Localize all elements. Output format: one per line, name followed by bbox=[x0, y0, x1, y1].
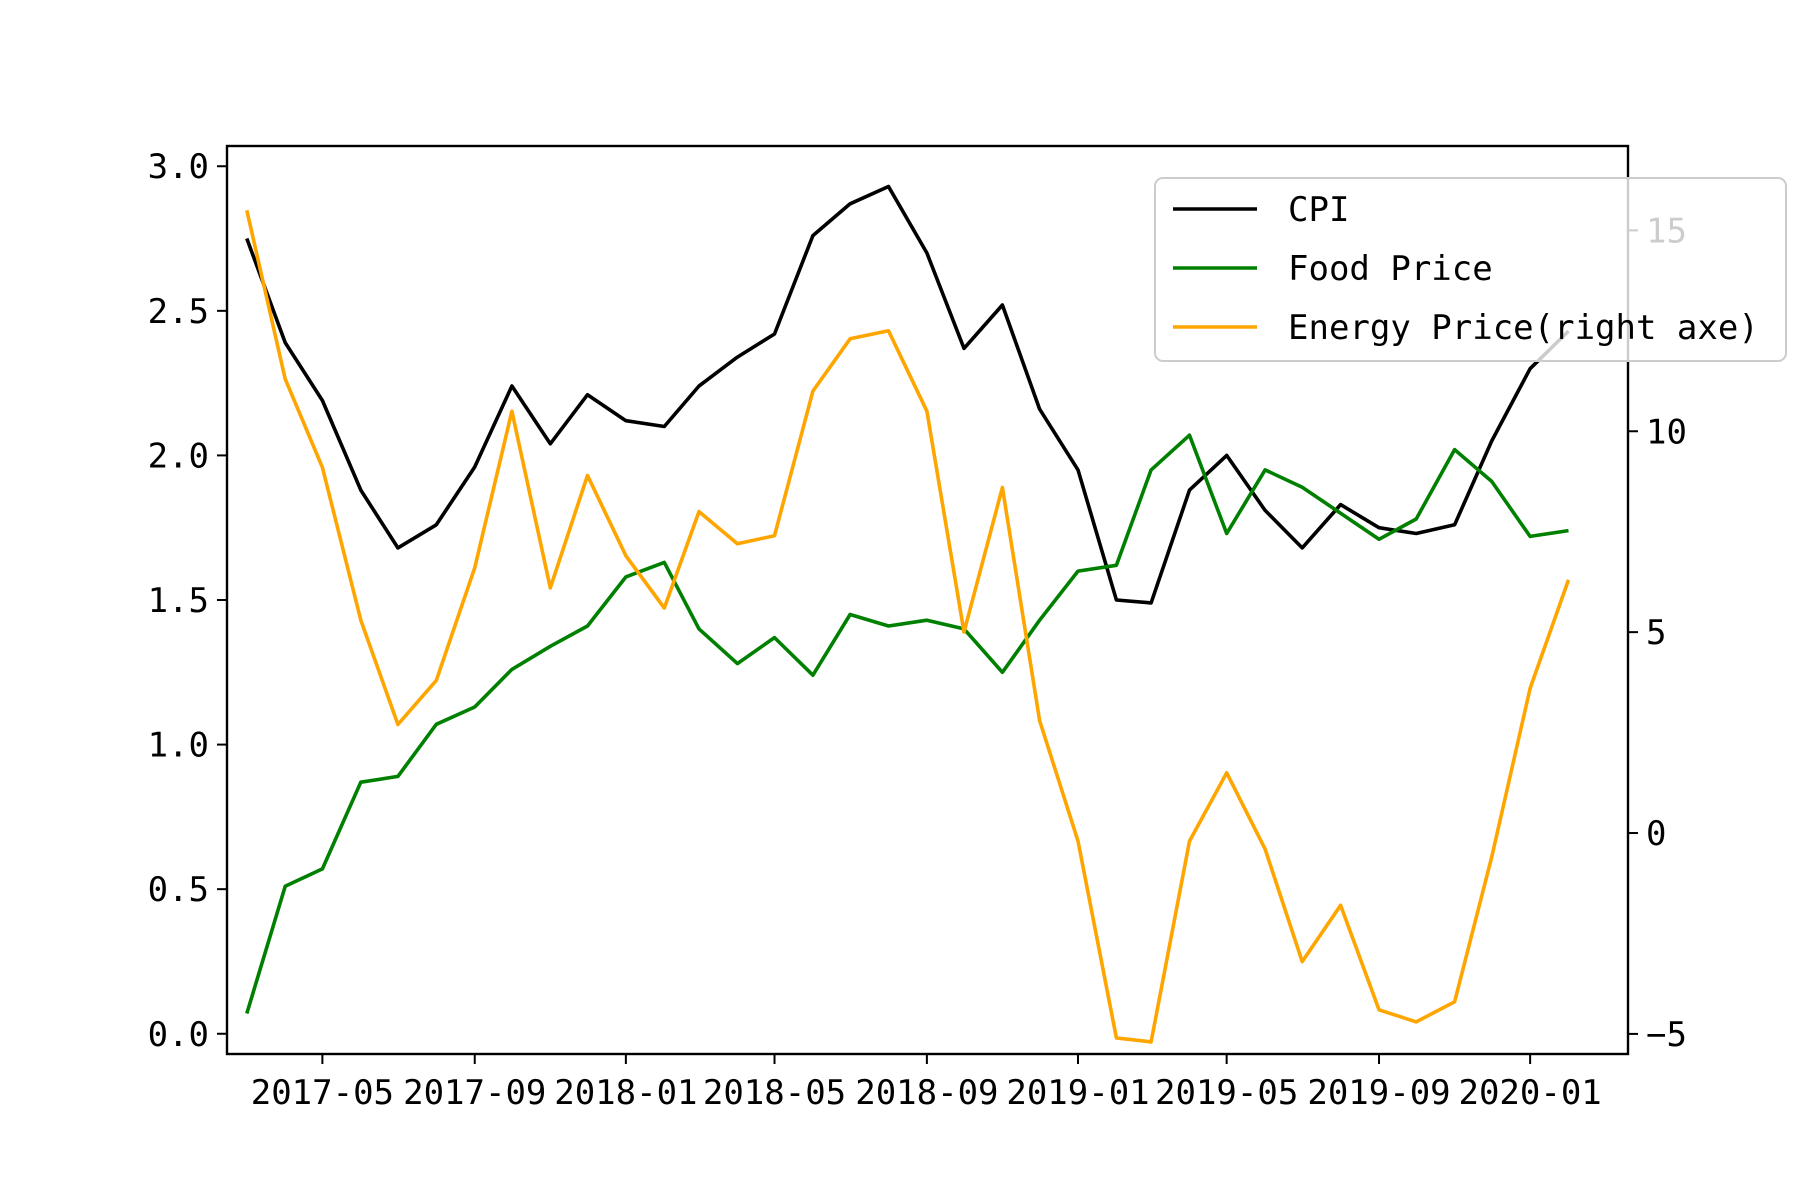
y-tick-label: 2.0 bbox=[148, 436, 209, 476]
x-tick-label: 2018-01 bbox=[554, 1073, 697, 1113]
legend: CPI Food Price Energy Price(right axe) bbox=[1154, 177, 1787, 362]
y-tick-label: 3.0 bbox=[148, 147, 209, 187]
y-tick-label: 0.0 bbox=[148, 1015, 209, 1055]
series-lines bbox=[245, 184, 1571, 1044]
legend-label-cpi: CPI bbox=[1288, 190, 1349, 230]
left-y-axis: 0.0 0.5 1.0 1.5 2.0 2.5 3.0 bbox=[148, 147, 227, 1055]
x-axis: 2017-05 2017-09 2018-01 2018-05 2018-09 2019-… bbox=[251, 1054, 1602, 1113]
y-tick-label: 1.0 bbox=[148, 726, 209, 766]
y2-tick-label: 10 bbox=[1646, 412, 1687, 452]
legend-label-food-price: Food Price bbox=[1288, 249, 1493, 289]
x-tick-label: 2019-09 bbox=[1307, 1073, 1450, 1113]
x-tick-label: 2020-01 bbox=[1458, 1073, 1601, 1113]
y-tick-label: 2.5 bbox=[148, 292, 209, 332]
y2-tick-label: 0 bbox=[1646, 814, 1666, 854]
y-tick-label: 0.5 bbox=[148, 870, 209, 910]
y-tick-label: 1.5 bbox=[148, 581, 209, 621]
x-tick-label: 2017-05 bbox=[251, 1073, 394, 1113]
legend-box bbox=[1154, 177, 1787, 362]
x-tick-label: 2018-09 bbox=[855, 1073, 998, 1113]
legend-label-energy-price-right-axe: Energy Price(right axe) bbox=[1288, 308, 1759, 348]
y2-tick-label: 5 bbox=[1646, 613, 1666, 653]
x-tick-label: 2018-05 bbox=[703, 1073, 846, 1113]
series-line-cpi bbox=[245, 184, 1570, 605]
x-tick-label: 2019-01 bbox=[1006, 1073, 1149, 1113]
series-line-food-price bbox=[245, 433, 1569, 1015]
series-line-energy-price-right-axe bbox=[245, 209, 1571, 1044]
y2-tick-label: −5 bbox=[1646, 1015, 1687, 1055]
x-tick-label: 2017-09 bbox=[403, 1073, 546, 1113]
x-tick-label: 2019-05 bbox=[1155, 1073, 1298, 1113]
